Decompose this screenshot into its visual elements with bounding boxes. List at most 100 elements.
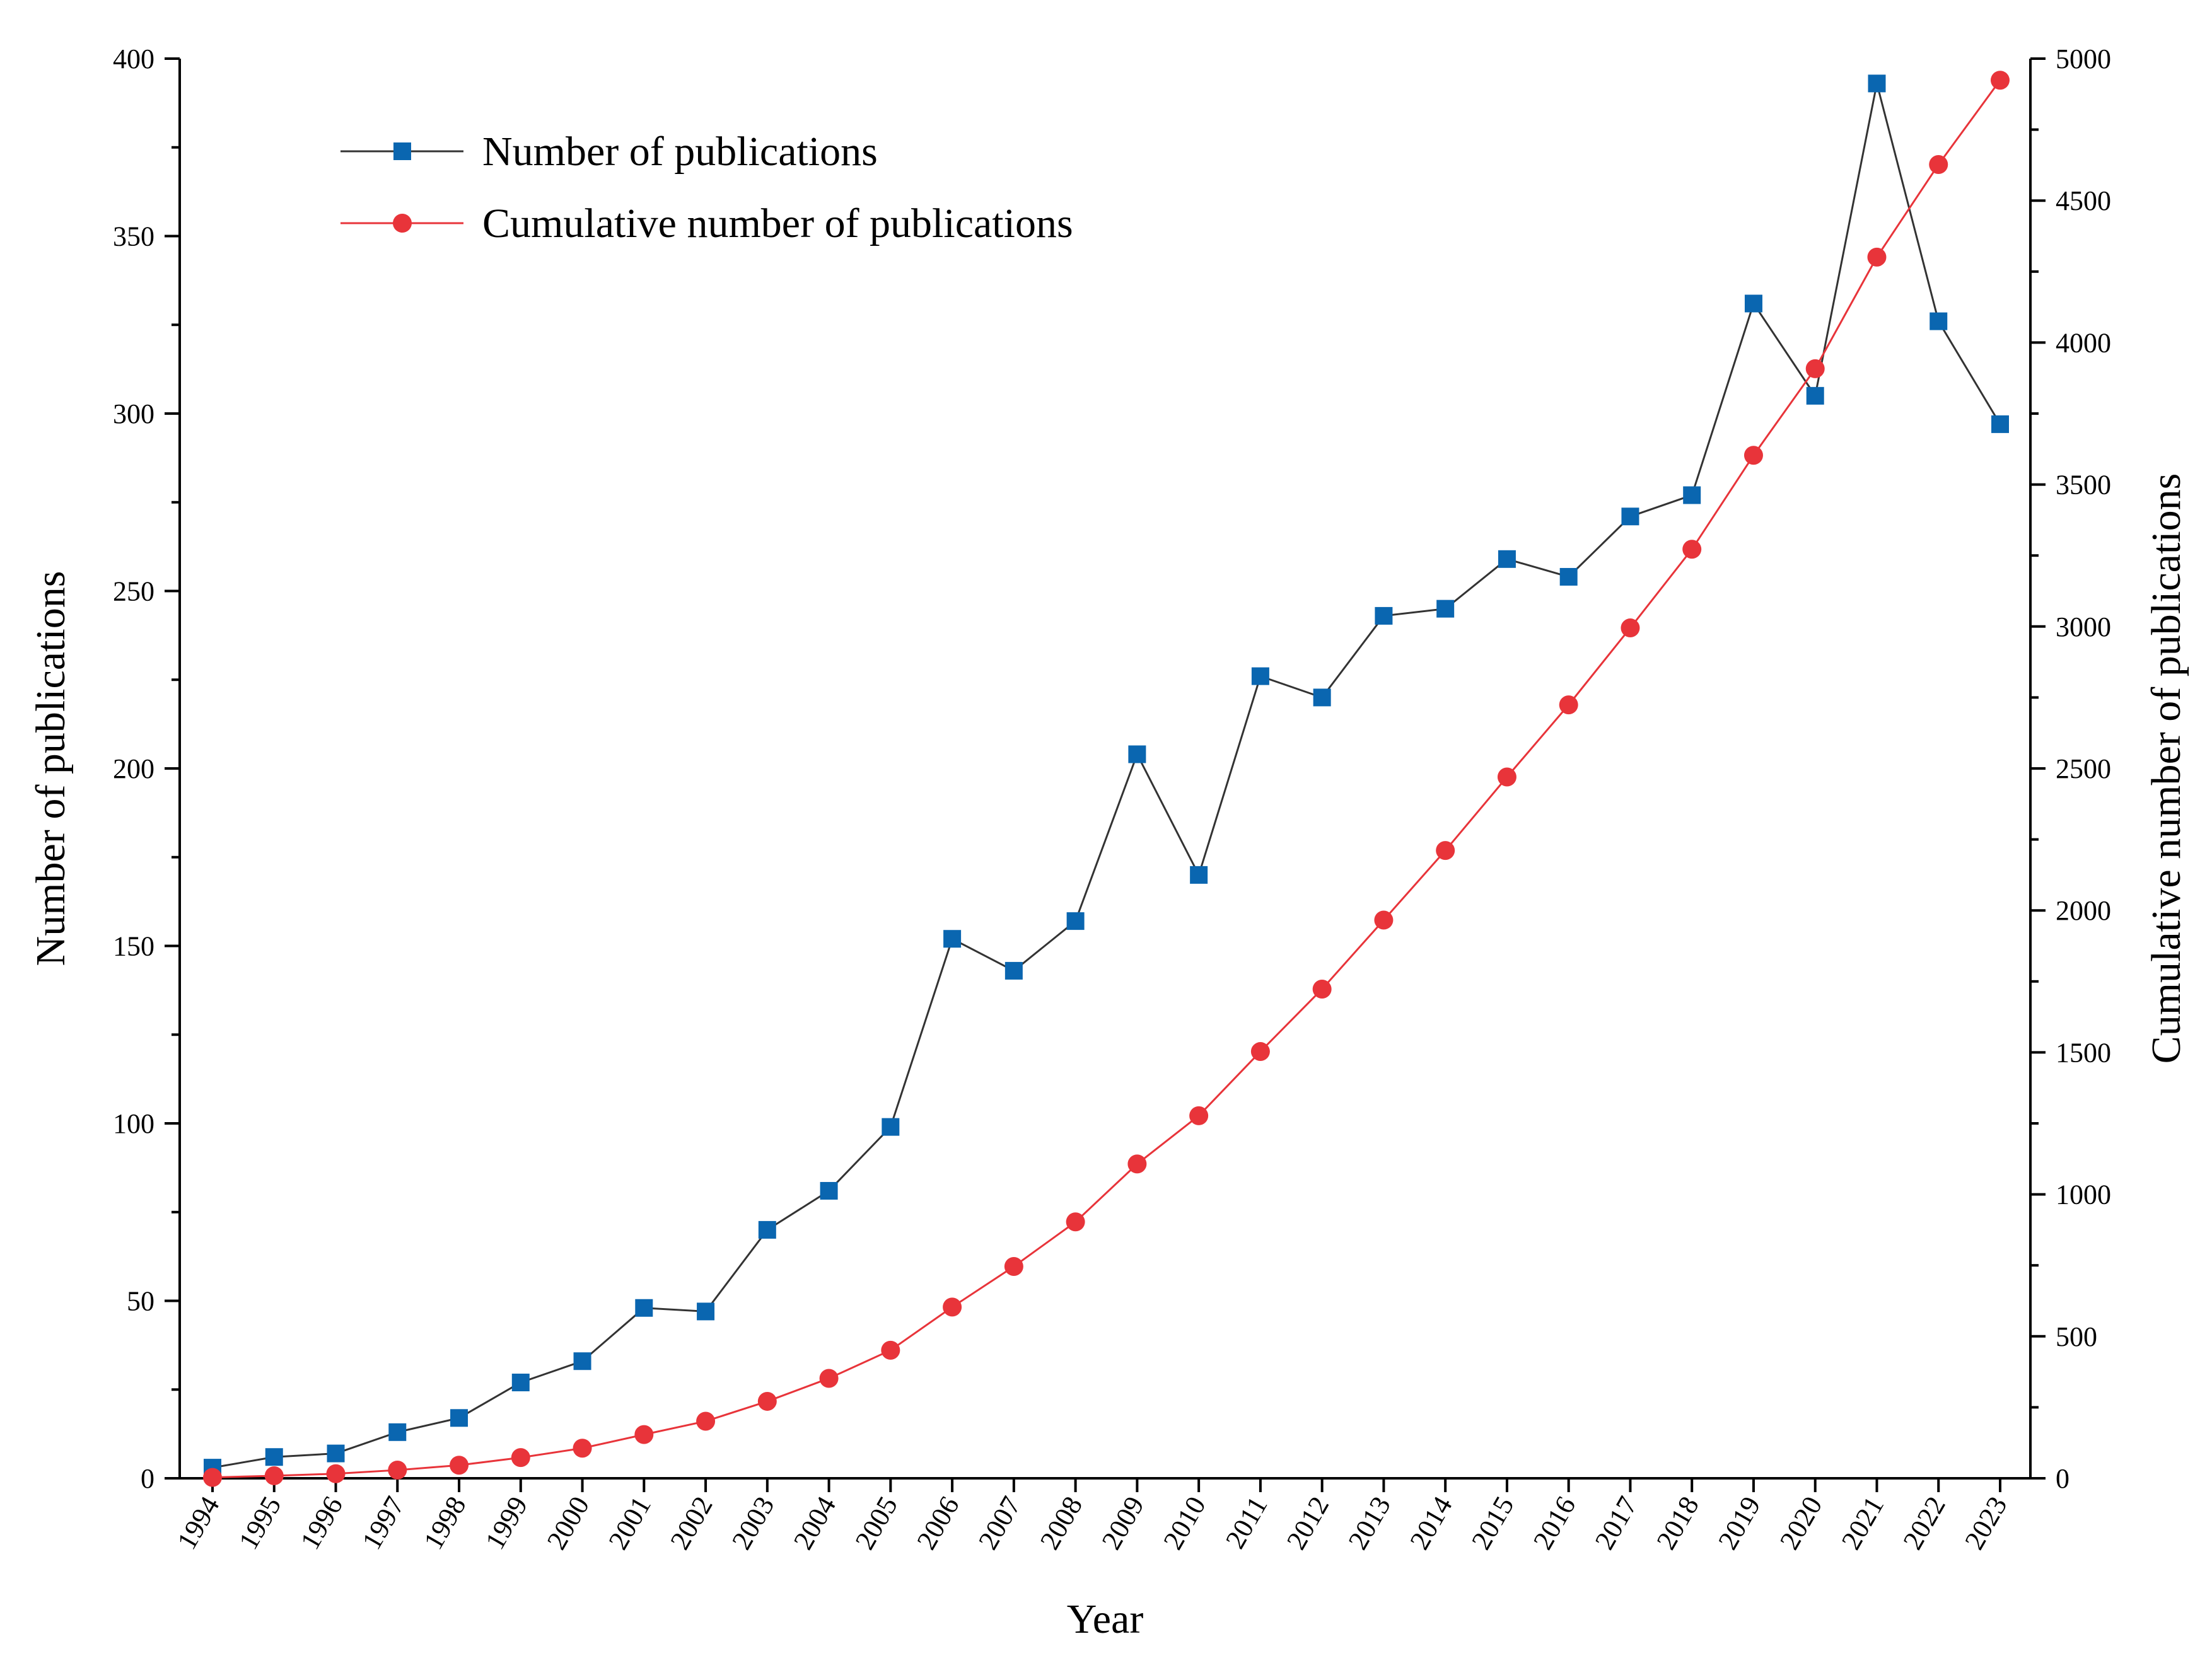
data-point xyxy=(1743,446,1763,465)
y2-tick-label: 500 xyxy=(2056,1321,2097,1352)
y-tick-label: 50 xyxy=(127,1286,154,1317)
data-point xyxy=(1189,1106,1209,1125)
y-tick-label: 400 xyxy=(113,43,154,74)
data-point xyxy=(1867,247,1887,267)
data-point xyxy=(1497,767,1516,787)
y2-tick-label: 3000 xyxy=(2056,611,2111,642)
legend-item-1: Number of publications xyxy=(341,129,878,175)
legend-marker xyxy=(393,214,412,233)
data-point xyxy=(635,1299,653,1317)
legend-label: Number of publications xyxy=(482,129,878,175)
legend-label: Cumulative number of publications xyxy=(482,200,1073,246)
y-tick-label: 300 xyxy=(113,398,154,429)
data-point xyxy=(696,1411,716,1431)
data-point xyxy=(1004,961,1023,980)
data-point xyxy=(326,1464,346,1483)
x-tick-label: 2001 xyxy=(603,1492,657,1555)
data-point xyxy=(511,1373,530,1391)
data-point xyxy=(634,1425,654,1444)
y2-tick-label: 2500 xyxy=(2056,753,2111,784)
y2-tick-label: 1500 xyxy=(2056,1037,2111,1068)
y2-tick-label: 4500 xyxy=(2056,185,2111,216)
x-tick-label: 2016 xyxy=(1527,1492,1581,1555)
x-tick-label: 2019 xyxy=(1712,1492,1766,1555)
x-tick-label: 2023 xyxy=(1959,1492,2013,1555)
y2-axis-title: Cumulative number of publications xyxy=(2143,473,2189,1064)
data-point xyxy=(1066,912,1085,930)
x-tick-label: 2005 xyxy=(849,1492,904,1555)
data-point xyxy=(1621,507,1639,526)
y-tick-label: 100 xyxy=(113,1108,154,1139)
data-point xyxy=(757,1391,777,1411)
data-point xyxy=(1991,71,2010,90)
x-tick-label: 2009 xyxy=(1096,1492,1150,1555)
legend-marker xyxy=(393,142,411,160)
data-point xyxy=(1498,550,1516,568)
data-point xyxy=(1806,386,1824,405)
data-point xyxy=(511,1448,530,1468)
x-tick-label: 2011 xyxy=(1220,1492,1274,1554)
x-tick-label: 2007 xyxy=(972,1492,1027,1555)
data-point xyxy=(388,1423,407,1441)
x-tick-label: 2018 xyxy=(1650,1492,1704,1555)
x-tick-label: 2006 xyxy=(911,1492,965,1555)
data-point xyxy=(450,1409,469,1427)
series-line xyxy=(212,79,2001,1479)
data-point xyxy=(1250,1042,1270,1062)
data-point xyxy=(943,930,962,948)
data-point xyxy=(573,1439,592,1458)
series-line xyxy=(212,83,2001,1469)
y-tick-label: 350 xyxy=(113,221,154,252)
data-point xyxy=(1436,841,1455,860)
x-axis-title: Year xyxy=(1067,1596,1144,1642)
legend: Number of publications Cumulative number … xyxy=(341,129,1073,246)
data-point xyxy=(265,1448,283,1466)
data-point xyxy=(1251,667,1269,685)
y-tick-label: 200 xyxy=(113,753,154,784)
y-tick-label: 250 xyxy=(113,576,154,607)
y-axis-title: Number of publications xyxy=(28,571,74,966)
data-point xyxy=(882,1118,900,1136)
y2-tick-label: 3500 xyxy=(2056,470,2111,501)
x-tick-label: 2015 xyxy=(1465,1492,1520,1555)
y2-tick-label: 2000 xyxy=(2056,895,2111,926)
data-point xyxy=(327,1444,345,1463)
data-point xyxy=(943,1297,962,1317)
y2-tick-label: 5000 xyxy=(2056,43,2111,74)
y2-tick-label: 4000 xyxy=(2056,327,2111,358)
data-point xyxy=(1682,540,1702,559)
data-point xyxy=(1621,618,1640,638)
data-point xyxy=(573,1352,591,1370)
legend-item-2: Cumulative number of publications xyxy=(341,200,1073,246)
data-point xyxy=(1683,486,1701,504)
data-point xyxy=(1312,979,1332,999)
x-tick-label: 2012 xyxy=(1281,1492,1335,1555)
data-point xyxy=(1930,312,1948,330)
data-point xyxy=(1744,294,1762,313)
x-tick-label: 2014 xyxy=(1404,1492,1458,1555)
data-point xyxy=(819,1369,839,1388)
x-tick-label: 2017 xyxy=(1589,1492,1643,1555)
data-point xyxy=(697,1302,715,1321)
data-point xyxy=(450,1456,469,1475)
data-point xyxy=(1375,606,1393,625)
y-tick-label: 0 xyxy=(141,1463,154,1494)
data-point xyxy=(1127,1154,1147,1174)
x-tick-label: 2022 xyxy=(1897,1492,1951,1555)
x-tick-label: 2000 xyxy=(541,1492,595,1555)
x-tick-label: 2003 xyxy=(726,1492,780,1555)
data-point xyxy=(881,1340,900,1360)
data-point xyxy=(1128,745,1146,763)
x-tick-label: 1996 xyxy=(294,1492,349,1555)
data-point xyxy=(1190,866,1208,884)
data-point xyxy=(1805,359,1825,378)
data-point xyxy=(758,1220,776,1239)
data-point xyxy=(1559,567,1578,586)
series-1 xyxy=(204,74,2009,1477)
x-tick-label: 1994 xyxy=(171,1492,225,1555)
data-point xyxy=(388,1460,407,1480)
x-tick-label: 2013 xyxy=(1342,1492,1397,1555)
x-tick-label: 1999 xyxy=(479,1492,533,1555)
data-point xyxy=(203,1468,222,1487)
